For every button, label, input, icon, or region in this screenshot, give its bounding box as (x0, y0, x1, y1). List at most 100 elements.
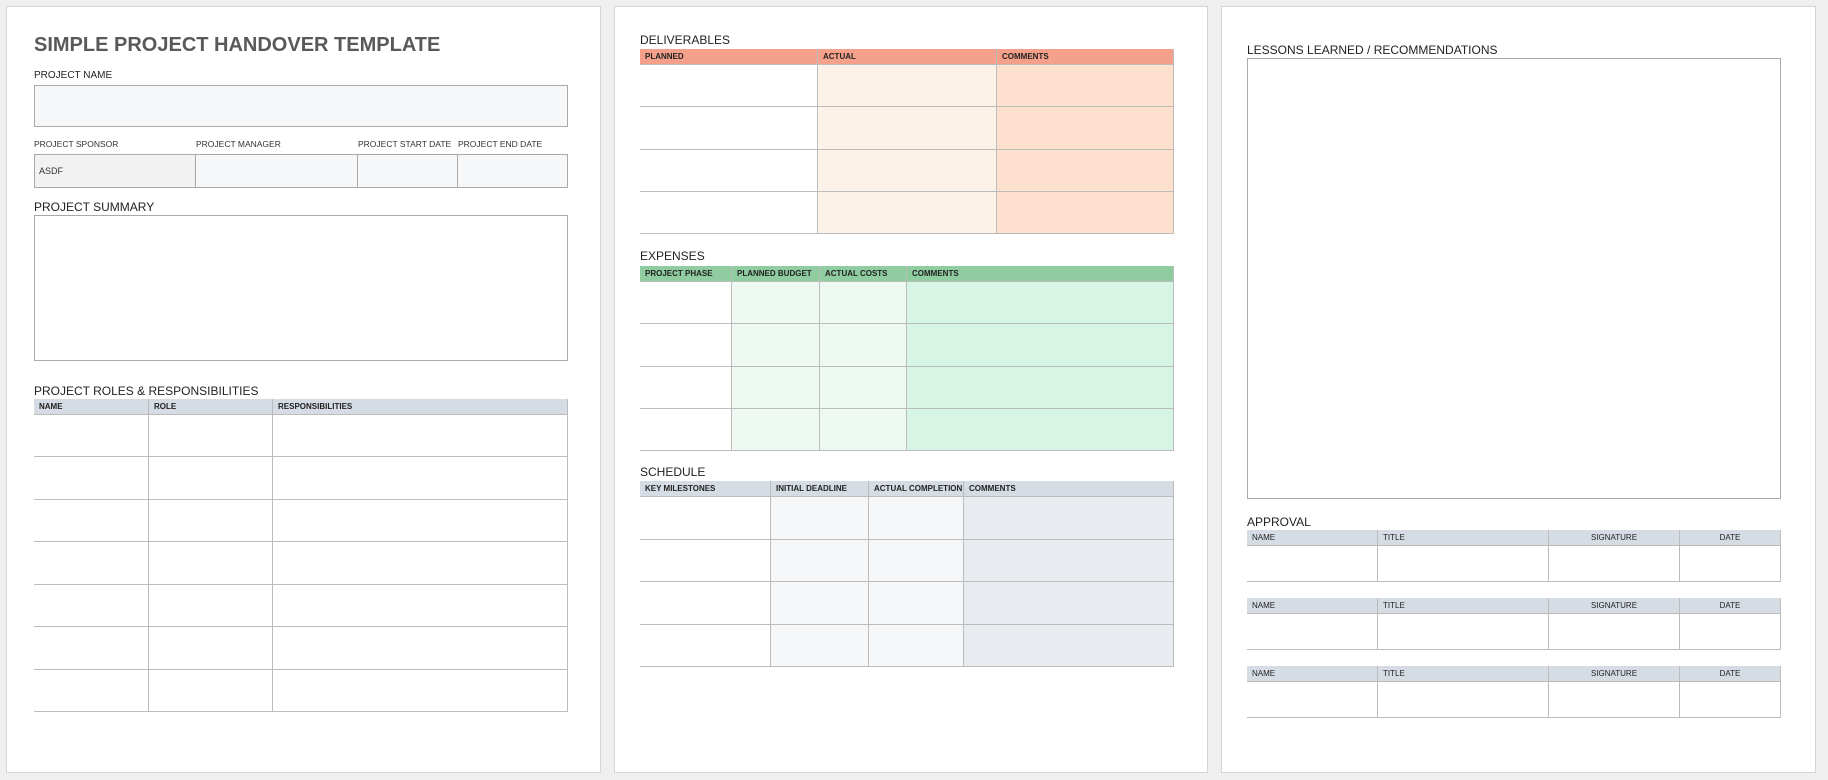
roles-cell[interactable] (273, 542, 568, 585)
expenses-cell[interactable] (732, 282, 820, 325)
approval-header: NAME (1247, 666, 1378, 682)
schedule-cell[interactable] (771, 539, 869, 582)
schedule-header: INITIAL DEADLINE (771, 481, 869, 497)
deliverables-header: PLANNED (640, 49, 818, 65)
expenses-cell[interactable] (640, 408, 732, 451)
schedule-cell[interactable] (869, 539, 964, 582)
roles-cell[interactable] (34, 415, 149, 458)
approval-header: NAME (1247, 598, 1378, 614)
deliverables-cell[interactable] (818, 65, 997, 108)
roles-cell[interactable] (273, 499, 568, 543)
expenses-cell[interactable] (820, 408, 907, 451)
roles-cell[interactable] (34, 457, 149, 500)
approval-cell[interactable] (1680, 682, 1781, 718)
title: SIMPLE PROJECT HANDOVER TEMPLATE (34, 34, 441, 56)
expenses-header: ACTUAL COSTS (820, 266, 907, 282)
roles-cell[interactable] (149, 457, 273, 500)
schedule-cell[interactable] (640, 624, 771, 667)
expenses-cell[interactable] (907, 366, 1174, 409)
roles-cell[interactable] (149, 542, 273, 585)
deliverables-cell[interactable] (640, 65, 818, 108)
expenses-cell[interactable] (640, 324, 732, 367)
roles-cell[interactable] (273, 627, 568, 670)
expenses-cell[interactable] (640, 366, 732, 409)
deliverables-cell[interactable] (818, 191, 997, 234)
approval-cell[interactable] (1247, 614, 1378, 650)
approval-cell[interactable] (1247, 546, 1378, 582)
approval-header: SIGNATURE (1549, 598, 1680, 614)
approval-cell[interactable] (1378, 682, 1549, 718)
expenses-cell[interactable] (907, 408, 1174, 451)
schedule-cell[interactable] (640, 582, 771, 625)
roles-cell[interactable] (149, 499, 273, 543)
schedule-cell[interactable] (964, 497, 1174, 540)
project-name-field[interactable] (34, 85, 568, 127)
roles-cell[interactable] (273, 415, 568, 458)
roles-cell[interactable] (34, 669, 149, 712)
approval-header: NAME (1247, 530, 1378, 546)
deliverables-cell[interactable] (640, 191, 818, 234)
expenses-cell[interactable] (820, 366, 907, 409)
schedule-cell[interactable] (771, 497, 869, 540)
deliverables-cell[interactable] (640, 149, 818, 192)
info-field[interactable] (34, 154, 196, 188)
roles-label: PROJECT ROLES & RESPONSIBILITIES (34, 384, 259, 398)
schedule-cell[interactable] (640, 497, 771, 540)
expenses-cell[interactable] (820, 324, 907, 367)
schedule-cell[interactable] (964, 624, 1174, 667)
schedule-cell[interactable] (771, 582, 869, 625)
approval-header: DATE (1680, 666, 1781, 682)
schedule-cell[interactable] (964, 539, 1174, 582)
deliverables-header: COMMENTS (997, 49, 1174, 65)
summary-field[interactable] (34, 215, 568, 361)
expenses-cell[interactable] (732, 324, 820, 367)
expenses-label: EXPENSES (640, 249, 705, 263)
roles-cell[interactable] (149, 669, 273, 712)
deliverables-cell[interactable] (818, 149, 997, 192)
info-field[interactable] (358, 154, 458, 188)
deliverables-cell[interactable] (997, 149, 1174, 192)
approval-cell[interactable] (1549, 682, 1680, 718)
approval-cell[interactable] (1680, 614, 1781, 650)
deliverables-cell[interactable] (997, 191, 1174, 234)
approval-cell[interactable] (1378, 546, 1549, 582)
approval-cell[interactable] (1549, 546, 1680, 582)
lessons-field[interactable] (1247, 58, 1781, 499)
roles-cell[interactable] (149, 584, 273, 628)
approval-cell[interactable] (1680, 546, 1781, 582)
schedule-header: COMMENTS (964, 481, 1174, 497)
deliverables-cell[interactable] (997, 65, 1174, 108)
expenses-cell[interactable] (907, 324, 1174, 367)
approval-cell[interactable] (1549, 614, 1680, 650)
roles-cell[interactable] (273, 584, 568, 628)
deliverables-cell[interactable] (818, 107, 997, 150)
approval-header: SIGNATURE (1549, 666, 1680, 682)
info-field[interactable] (458, 154, 568, 188)
roles-cell[interactable] (273, 457, 568, 500)
schedule-cell[interactable] (869, 624, 964, 667)
approval-cell[interactable] (1378, 614, 1549, 650)
schedule-cell[interactable] (869, 582, 964, 625)
roles-cell[interactable] (149, 627, 273, 670)
deliverables-cell[interactable] (997, 107, 1174, 150)
roles-cell[interactable] (34, 542, 149, 585)
expenses-cell[interactable] (732, 366, 820, 409)
roles-cell[interactable] (34, 627, 149, 670)
roles-cell[interactable] (149, 415, 273, 458)
expenses-cell[interactable] (732, 408, 820, 451)
schedule-cell[interactable] (640, 539, 771, 582)
info-field[interactable] (196, 154, 358, 188)
roles-cell[interactable] (34, 584, 149, 628)
deliverables-cell[interactable] (640, 107, 818, 150)
expenses-cell[interactable] (907, 282, 1174, 325)
schedule-cell[interactable] (771, 624, 869, 667)
deliverables-label: DELIVERABLES (640, 33, 731, 47)
approval-cell[interactable] (1247, 682, 1378, 718)
schedule-cell[interactable] (964, 582, 1174, 625)
roles-cell[interactable] (273, 669, 568, 712)
schedule-cell[interactable] (869, 497, 964, 540)
roles-cell[interactable] (34, 499, 149, 543)
expenses-cell[interactable] (820, 282, 907, 325)
expenses-cell[interactable] (640, 282, 732, 325)
